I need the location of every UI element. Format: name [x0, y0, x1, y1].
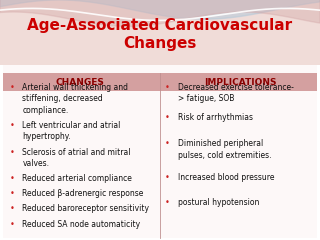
Text: Reduced baroreceptor sensitivity: Reduced baroreceptor sensitivity — [22, 204, 149, 214]
Text: •: • — [165, 83, 170, 92]
Text: stiffening, decreased: stiffening, decreased — [22, 94, 103, 103]
Text: •: • — [10, 121, 14, 130]
Text: IMPLICATIONS: IMPLICATIONS — [204, 78, 276, 87]
Text: Arterial wall thickening and: Arterial wall thickening and — [22, 83, 128, 92]
FancyBboxPatch shape — [3, 65, 317, 238]
Text: •: • — [10, 83, 14, 92]
Text: Reduced SA node automaticity: Reduced SA node automaticity — [22, 220, 140, 228]
Text: Decreased exercise tolerance-: Decreased exercise tolerance- — [178, 83, 293, 92]
Text: •: • — [10, 174, 14, 183]
Text: Sclerosis of atrial and mitral: Sclerosis of atrial and mitral — [22, 148, 131, 156]
Text: compliance.: compliance. — [22, 106, 69, 115]
Text: Reduced β-adrenergic response: Reduced β-adrenergic response — [22, 189, 144, 198]
Text: valves.: valves. — [22, 159, 49, 168]
Text: •: • — [10, 189, 14, 198]
Text: •: • — [165, 139, 170, 148]
FancyBboxPatch shape — [0, 0, 320, 65]
Text: Changes: Changes — [123, 36, 197, 51]
Text: •: • — [10, 148, 14, 156]
Text: Diminished peripheral: Diminished peripheral — [178, 139, 263, 148]
Text: Increased blood pressure: Increased blood pressure — [178, 173, 274, 182]
Text: •: • — [10, 204, 14, 214]
Text: hypertrophy.: hypertrophy. — [22, 132, 71, 142]
Text: > fatigue, SOB: > fatigue, SOB — [178, 94, 234, 103]
Text: •: • — [165, 173, 170, 182]
Text: •: • — [165, 198, 170, 207]
Text: CHANGES: CHANGES — [56, 78, 104, 87]
Text: Risk of arrhythmias: Risk of arrhythmias — [178, 113, 252, 122]
Text: pulses, cold extremities.: pulses, cold extremities. — [178, 151, 271, 160]
Text: Age-Associated Cardiovascular: Age-Associated Cardiovascular — [28, 18, 292, 33]
Text: Left ventricular and atrial: Left ventricular and atrial — [22, 121, 121, 130]
FancyBboxPatch shape — [3, 73, 317, 91]
Text: •: • — [10, 220, 14, 228]
Text: •: • — [165, 113, 170, 122]
Text: postural hypotension: postural hypotension — [178, 198, 259, 207]
Text: Reduced arterial compliance: Reduced arterial compliance — [22, 174, 132, 183]
